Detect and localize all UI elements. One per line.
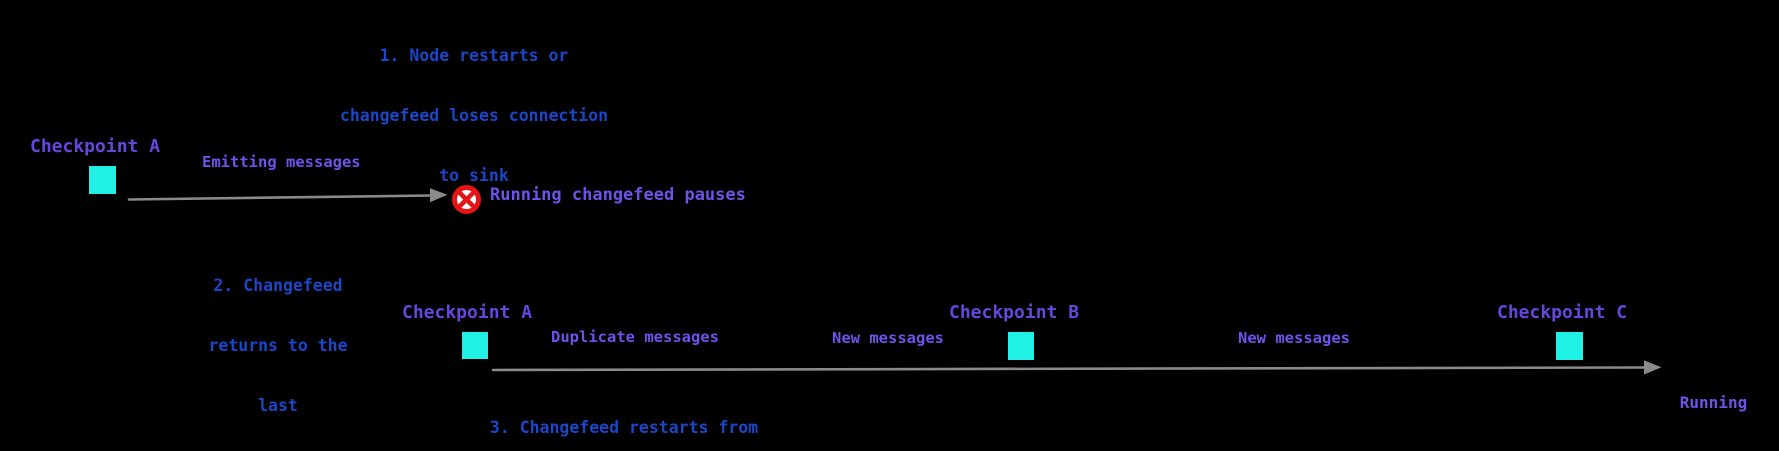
checkpoint-a-label-2: Checkpoint A bbox=[402, 302, 533, 323]
note-line: changefeed loses connection bbox=[339, 106, 609, 125]
timeline-2-arrow bbox=[491, 360, 1662, 375]
running-changefeed-pauses-label: Running changefeed pauses bbox=[490, 185, 746, 205]
new-messages-label-1: New messages bbox=[832, 329, 944, 347]
note-line: 2. Changefeed bbox=[213, 276, 343, 295]
arrowhead-icon bbox=[430, 188, 448, 203]
checkpoint-marker-c bbox=[1556, 332, 1583, 360]
running-changefeed-resumes-label: Running changefeed resumes bbox=[1643, 348, 1779, 451]
note-returns-to-checkpoint: 2. Changefeed returns to the last checkp… bbox=[188, 236, 368, 451]
arrowhead-icon bbox=[1644, 360, 1662, 375]
checkpoint-a-label-1: Checkpoint A bbox=[30, 136, 161, 157]
note-node-restarts: 1. Node restarts or changefeed loses con… bbox=[337, 6, 611, 226]
checkpoint-c-label: Checkpoint C bbox=[1497, 302, 1628, 323]
emitting-messages-label: Emitting messages bbox=[202, 153, 361, 171]
checkpoint-marker-a2 bbox=[462, 332, 488, 359]
note-line: returns to the bbox=[208, 336, 348, 355]
note-line: last bbox=[258, 396, 298, 415]
note-line: 3. Changefeed restarts from bbox=[489, 418, 759, 437]
checkpoint-marker-a1 bbox=[89, 166, 116, 194]
note-restarts-from-checkpoint: 3. Changefeed restarts from last checkpo… bbox=[484, 378, 764, 451]
note-line: 1. Node restarts or bbox=[379, 46, 569, 65]
note-line: Running bbox=[1679, 393, 1748, 412]
checkpoint-marker-b bbox=[1008, 332, 1034, 360]
timeline-1-arrow bbox=[127, 188, 448, 203]
new-messages-label-2: New messages bbox=[1238, 329, 1350, 347]
checkpoint-b-label: Checkpoint B bbox=[949, 302, 1080, 323]
circle-x-icon bbox=[452, 185, 481, 214]
note-line: to sink bbox=[439, 166, 509, 185]
duplicate-messages-label: Duplicate messages bbox=[551, 328, 719, 346]
